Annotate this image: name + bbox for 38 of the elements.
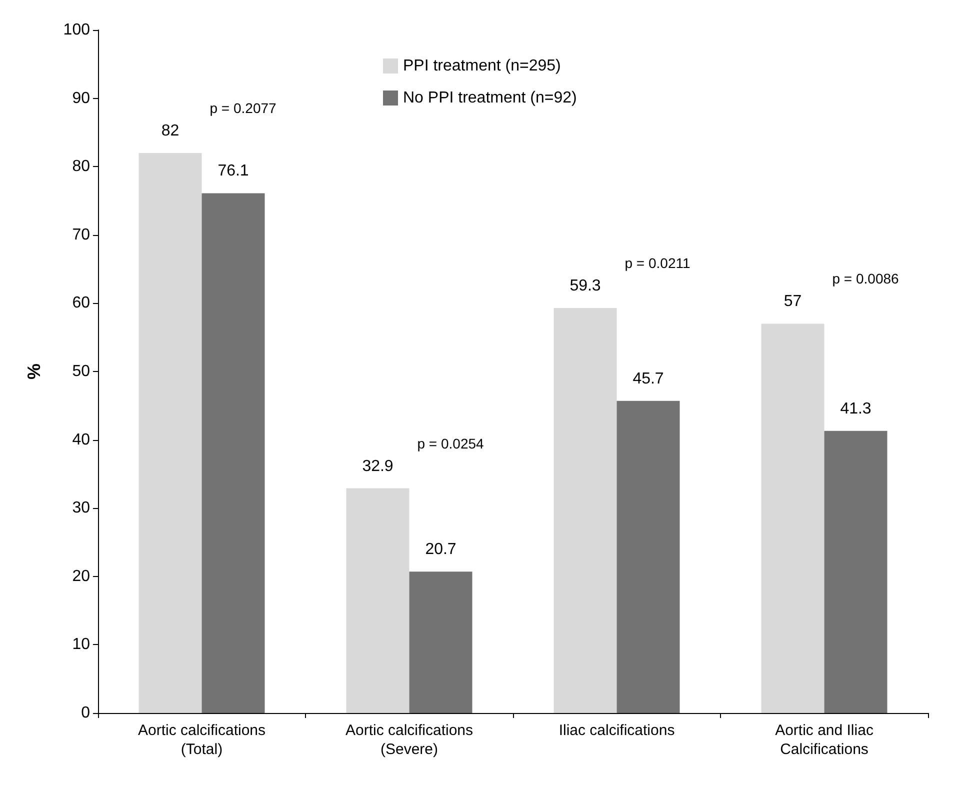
x-tick-label: Aortic calcifications (Total) [138,722,266,758]
y-tick-label: 90 [72,90,90,107]
x-tick-label: Aortic and Iliac Calcifications [775,722,874,758]
bar [346,488,410,713]
bar [824,430,888,713]
data-label: 76.1 [218,162,249,180]
data-label: 82 [161,122,180,140]
bar [761,324,824,713]
y-tick-label: 60 [72,294,90,312]
y-tick-label: 30 [72,500,90,517]
y-tick-label: 20 [72,568,90,585]
data-label: 59.3 [570,277,601,294]
annotation: p = 0.0086 [832,270,900,287]
legend-label: PPI treatment (n=295) [403,58,561,74]
bar [616,400,680,713]
data-label: 32.9 [362,458,394,475]
y-axis-title: % [24,363,44,380]
data-label: 45.7 [632,370,664,388]
y-tick-label: 50 [72,363,90,380]
annotation: p = 0.0211 [624,254,690,271]
y-tick-label: 10 [72,636,90,654]
x-tick-label: Iliac calcifications [558,722,675,739]
legend-label: No PPI treatment (n=92) [403,90,577,106]
data-label: 20.7 [425,541,456,558]
y-tick-label: 100 [63,22,90,38]
annotation: p = 0.0254 [417,435,484,452]
bar [202,193,265,713]
y-tick-label: 0 [81,704,90,722]
bar [138,152,202,713]
data-label: 57 [784,293,802,310]
annotation: p = 0.2077 [210,100,277,116]
x-tick-label: Aortic calcifications (Severe) [345,722,474,758]
bar [409,572,472,713]
y-tick-label: 80 [72,158,90,176]
data-label: 41.3 [840,400,872,418]
y-tick-label: 70 [72,226,90,244]
y-tick-label: 40 [72,431,90,448]
bar [554,308,617,713]
